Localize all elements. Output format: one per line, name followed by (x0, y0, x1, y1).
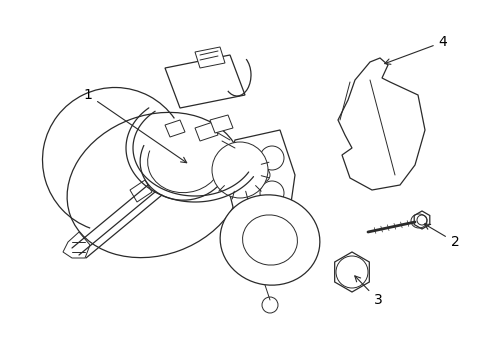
Ellipse shape (220, 195, 319, 285)
Circle shape (260, 146, 284, 170)
Text: 1: 1 (83, 88, 186, 163)
Polygon shape (209, 115, 232, 133)
Circle shape (256, 168, 269, 182)
Polygon shape (164, 55, 244, 108)
Circle shape (416, 215, 426, 225)
Circle shape (341, 262, 361, 282)
Polygon shape (224, 130, 294, 225)
Polygon shape (337, 58, 424, 190)
Polygon shape (195, 122, 218, 141)
Text: 4: 4 (384, 35, 447, 64)
Circle shape (262, 297, 278, 313)
Polygon shape (413, 211, 429, 229)
Polygon shape (334, 252, 368, 292)
Circle shape (212, 142, 267, 198)
Polygon shape (195, 47, 224, 68)
Circle shape (220, 150, 260, 190)
Polygon shape (164, 120, 184, 137)
Circle shape (335, 256, 367, 288)
Ellipse shape (67, 112, 243, 258)
Polygon shape (63, 232, 90, 258)
Polygon shape (130, 180, 152, 202)
Circle shape (260, 181, 284, 205)
Text: 3: 3 (354, 276, 382, 307)
Text: 2: 2 (424, 224, 458, 249)
